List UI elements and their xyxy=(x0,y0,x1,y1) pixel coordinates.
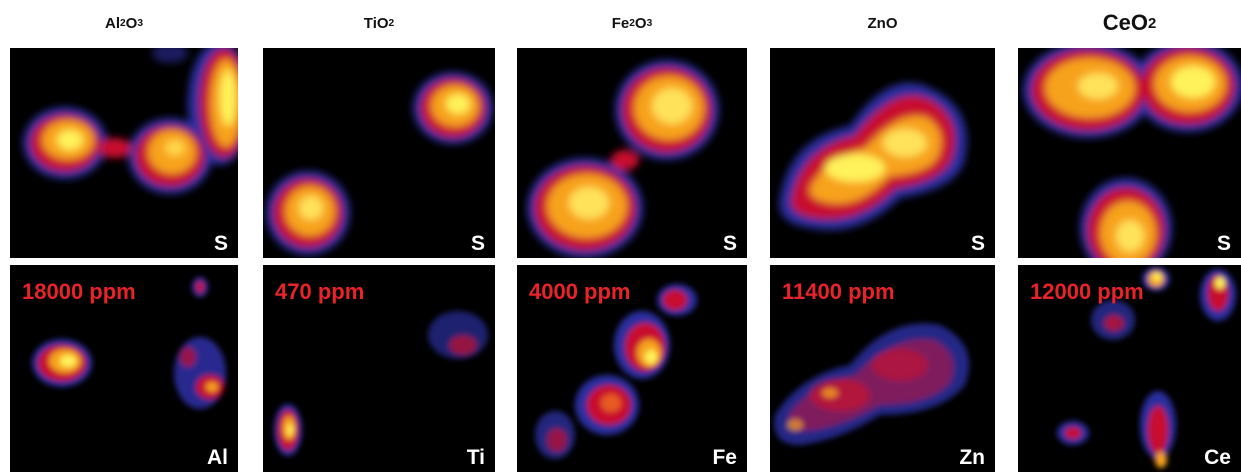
sulfur-map-zno: S xyxy=(770,48,995,258)
sulfur-heatmap-fe2o3 xyxy=(527,60,719,258)
concentration-label: 11400 ppm xyxy=(782,279,895,304)
metal-map-ti: 470 ppm Ti xyxy=(263,265,495,472)
zinc-heatmap xyxy=(774,323,970,445)
element-label-s: S xyxy=(722,232,737,255)
column-title-tio2: TiO 2 xyxy=(363,14,395,32)
element-label-ce: Ce xyxy=(1204,446,1231,469)
concentration-label: 470 ppm xyxy=(275,279,365,304)
concentration-label: 4000 ppm xyxy=(529,279,631,304)
titanium-heatmap xyxy=(274,311,488,456)
sulfur-heatmap-tio2 xyxy=(266,72,493,255)
element-label-ti: Ti xyxy=(466,446,485,469)
sulfur-heatmap-al2o3 xyxy=(23,48,238,194)
metal-map-fe: 4000 ppm Fe xyxy=(517,265,747,472)
cerium-heatmap xyxy=(1057,267,1236,468)
sulfur-map-al2o3: S xyxy=(10,48,238,258)
concentration-label: 12000 ppm xyxy=(1030,279,1144,304)
sulfur-heatmap-ceo2 xyxy=(1023,48,1241,258)
element-label-s: S xyxy=(213,232,228,255)
metal-map-zn: 11400 ppm Zn xyxy=(770,265,995,472)
metal-map-ce: 12000 ppm Ce xyxy=(1018,265,1241,472)
element-label-al: Al xyxy=(207,446,228,469)
sulfur-heatmap-zno xyxy=(779,82,967,230)
column-title-al2o3: Al 2 O 3 xyxy=(104,14,143,32)
sulfur-map-fe2o3: S xyxy=(517,48,747,258)
concentration-label: 18000 ppm xyxy=(22,279,136,304)
column-title-ceo2: CeO 2 xyxy=(1102,10,1157,35)
element-label-s: S xyxy=(470,232,485,255)
sulfur-map-ceo2: S xyxy=(1018,48,1241,258)
element-label-s: S xyxy=(1216,232,1231,255)
column-title-zno: ZnO xyxy=(867,14,898,32)
metal-map-al: 18000 ppm Al xyxy=(10,265,238,472)
sulfur-map-tio2: S xyxy=(263,48,495,258)
element-label-s: S xyxy=(970,232,985,255)
element-label-fe: Fe xyxy=(712,446,737,469)
iron-heatmap xyxy=(535,284,697,459)
aluminum-heatmap xyxy=(32,277,226,409)
column-title-fe2o3: Fe 2 O 3 xyxy=(611,14,653,32)
element-label-zn: Zn xyxy=(959,446,985,469)
